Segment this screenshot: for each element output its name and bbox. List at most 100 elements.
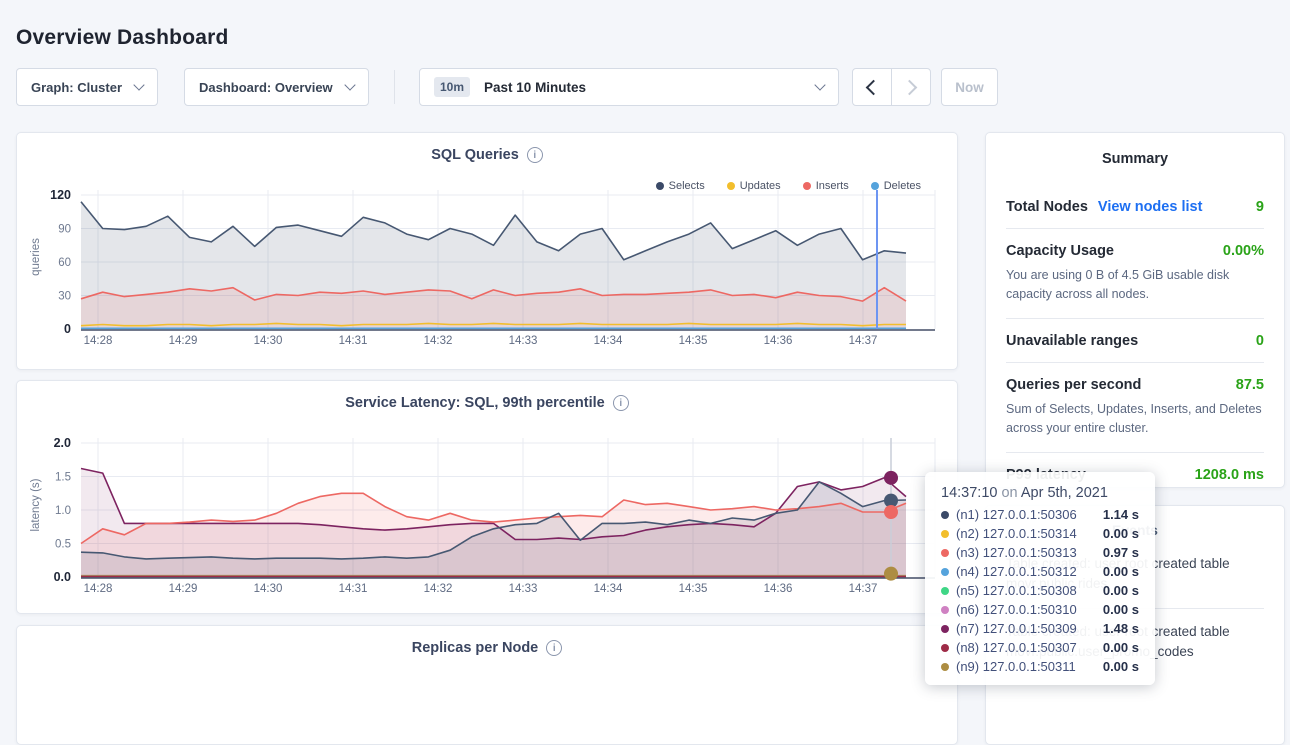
legend-label: Deletes [883,180,921,192]
tooltip-node-label: (n6) 127.0.0.1:50310 [956,602,1077,617]
legend-item-updates[interactable]: Updates [726,180,781,192]
time-prev-button[interactable] [852,68,892,106]
page-title: Overview Dashboard [16,26,229,50]
tooltip-node-value: 0.00 s [1102,602,1139,617]
tooltip-timestamp: 14:37:10 on Apr 5th, 2021 [941,485,1139,501]
view-nodes-list-link[interactable]: View nodes list [1097,199,1203,215]
svg-text:14:33: 14:33 [509,583,538,595]
tooltip-node-value: 0.00 s [1102,659,1139,674]
series-color-dot-icon [941,548,949,557]
tooltip-node-value: 0.00 s [1102,564,1139,579]
tooltip-row: (n2) 127.0.0.1:50314 0.00 s [941,526,1139,541]
service-latency-chart[interactable]: 14:28 14:29 14:30 14:31 14:32 14:33 14:34 14:35… [17,431,958,613]
chevron-down-icon [133,79,145,91]
summary-row-label: Queries per second [1006,376,1142,393]
svg-text:14:33: 14:33 [509,335,538,347]
legend-dot-icon [726,182,735,190]
svg-text:14:32: 14:32 [424,583,453,595]
svg-text:14:36: 14:36 [764,583,793,595]
svg-text:1.5: 1.5 [55,472,71,484]
summary-row-description: You are using 0 B of 4.5 GiB usable disk… [1006,268,1230,302]
tooltip-row: (n3) 127.0.0.1:50313 0.97 s [941,545,1139,560]
graph-dropdown[interactable]: Graph: Cluster [16,68,158,106]
tooltip-row: (n5) 127.0.0.1:50308 0.00 s [941,583,1139,598]
svg-text:60: 60 [58,257,71,269]
series-color-dot-icon [941,605,949,614]
svg-text:14:35: 14:35 [679,583,708,595]
legend-item-selects[interactable]: Selects [655,180,705,192]
legend-dot-icon [802,182,811,190]
tooltip-on-text: on [1001,485,1018,501]
tooltip-date: Apr 5th, 2021 [1020,485,1108,501]
svg-text:14:31: 14:31 [339,583,368,595]
svg-text:1.0: 1.0 [55,505,71,517]
svg-text:14:31: 14:31 [339,335,368,347]
chevron-down-icon [344,79,356,91]
dashboard-dropdown[interactable]: Dashboard: Overview [184,68,369,106]
chart-title-text: SQL Queries [431,147,519,163]
time-range-badge: 10m [434,77,471,97]
time-next-button[interactable] [891,68,931,106]
tooltip-node-label: (n8) 127.0.0.1:50307 [956,640,1077,655]
svg-text:2.0: 2.0 [54,436,71,450]
tooltip-node-label: (n4) 127.0.0.1:50312 [956,564,1077,579]
now-button[interactable]: Now [941,68,998,106]
tooltip-row: (n4) 127.0.0.1:50312 0.00 s [941,564,1139,579]
tooltip-time: 14:37:10 [941,485,998,501]
legend-item-deletes[interactable]: Deletes [870,180,921,192]
svg-text:0.0: 0.0 [54,570,71,584]
chart-title-text: Replicas per Node [411,640,539,656]
svg-text:14:28: 14:28 [84,335,113,347]
summary-row-description: Sum of Selects, Updates, Inserts, and De… [1006,401,1262,436]
summary-row-header: Unavailable ranges 0 [1006,333,1264,349]
legend-item-inserts[interactable]: Inserts [802,180,849,192]
tooltip-node-label: (n1) 127.0.0.1:50306 [956,507,1077,522]
tooltip-node-label: (n9) 127.0.0.1:50311 [956,659,1076,674]
tooltip-row: (n8) 127.0.0.1:50307 0.00 s [941,640,1139,655]
legend-label: Inserts [815,180,849,192]
chevron-right-icon [901,79,918,95]
time-range-picker[interactable]: 10m Past 10 Minutes [419,68,839,106]
sql-queries-title: SQL Queries i [17,147,957,163]
summary-panel: Summary Total Nodes View nodes list 9 Capac… [985,132,1285,488]
chevron-left-icon [865,79,882,95]
summary-row-label: Unavailable ranges [1006,332,1139,349]
toolbar-divider [394,70,395,104]
chevron-down-icon [814,79,826,91]
replicas-per-node-card: Replicas per Node i [16,625,958,745]
info-icon[interactable]: i [526,147,543,163]
sql-queries-legend: Selects Updates Inserts Deletes [655,180,921,192]
tooltip-node-value: 1.14 s [1102,507,1139,522]
info-icon[interactable]: i [546,640,563,656]
legend-label: Selects [668,180,705,192]
svg-text:0: 0 [64,322,71,336]
svg-text:14:30: 14:30 [254,335,283,347]
series-color-dot-icon [941,643,949,652]
tooltip-node-value: 0.00 s [1102,640,1139,655]
tooltip-node-label: (n7) 127.0.0.1:50309 [956,621,1077,636]
now-button-label: Now [955,79,984,95]
sql-queries-chart[interactable]: 14:28 14:29 14:30 14:31 14:32 14:33 14:34 14:35… [17,183,958,365]
summary-row-label: Total Nodes [1006,199,1088,215]
summary-row-value: 1208.0 ms [1194,466,1264,483]
tooltip-node-label: (n3) 127.0.0.1:50313 [956,545,1077,560]
summary-row: Unavailable ranges 0 [1006,319,1264,363]
service-latency-title: Service Latency: SQL, 99th percentile i [17,395,957,411]
summary-row-value: 0.00% [1222,243,1264,259]
svg-text:14:37: 14:37 [849,335,878,347]
summary-row-header: Total Nodes View nodes list 9 [1006,199,1264,215]
summary-row: Capacity Usage 0.00% You are using 0 B of … [1006,229,1264,319]
series-color-dot-icon [941,662,949,671]
replicas-per-node-title: Replicas per Node i [17,640,957,656]
svg-text:14:34: 14:34 [594,583,623,595]
svg-text:30: 30 [58,291,71,303]
svg-text:14:29: 14:29 [169,335,198,347]
summary-row-header: Capacity Usage 0.00% [1006,243,1264,259]
info-icon[interactable]: i [612,395,629,411]
tooltip-node-label: (n5) 127.0.0.1:50308 [956,583,1077,598]
chart-title-text: Service Latency: SQL, 99th percentile [345,395,605,411]
time-range-label: Past 10 Minutes [484,79,587,95]
summary-row: Total Nodes View nodes list 9 [1006,185,1264,229]
svg-text:14:32: 14:32 [424,335,453,347]
svg-text:14:28: 14:28 [84,583,113,595]
